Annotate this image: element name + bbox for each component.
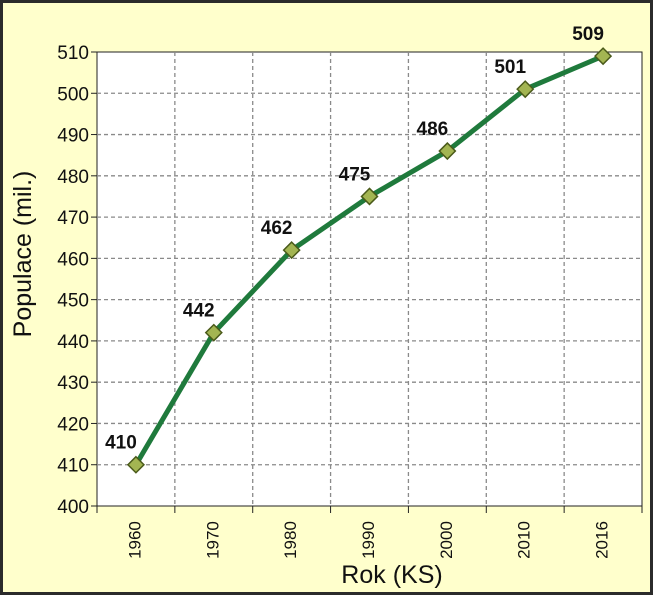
x-tick-label: 2000	[437, 521, 456, 559]
data-point-marker	[516, 80, 535, 99]
y-tick-label: 480	[57, 167, 89, 188]
data-label: 475	[339, 164, 371, 185]
data-label: 442	[183, 301, 215, 322]
y-tick-label: 500	[57, 84, 89, 105]
y-tick-label: 410	[57, 456, 89, 477]
x-tick-label: 1990	[359, 521, 378, 559]
x-tick-label: 2016	[593, 521, 612, 559]
x-tick-label: 1970	[203, 521, 222, 559]
plot-area	[96, 51, 643, 507]
data-label: 509	[572, 24, 604, 45]
data-point-marker	[438, 141, 457, 161]
y-axis-title: Populace (mil.)	[9, 171, 37, 338]
x-axis-title: Rok (KS)	[341, 561, 442, 589]
y-tick-label: 440	[57, 332, 89, 353]
data-label: 410	[105, 433, 137, 454]
data-label: 486	[417, 119, 449, 140]
y-tick-label: 510	[57, 43, 89, 64]
data-point-marker	[594, 47, 613, 66]
y-tick-label: 430	[57, 373, 89, 394]
y-tick-label: 460	[57, 249, 89, 270]
data-point-marker	[204, 323, 223, 342]
y-axis-ticks: 400 410 420 430 440 450 460 470 480 490 500 510	[57, 43, 97, 518]
y-tick-label: 490	[57, 126, 89, 147]
series-group	[126, 47, 613, 474]
grid	[97, 52, 642, 506]
data-label: 462	[261, 218, 293, 239]
y-tick-label: 420	[57, 414, 89, 435]
y-tick-label: 470	[57, 208, 89, 229]
x-tick-label: 1980	[281, 521, 300, 559]
x-axis-ticks: 1960 1970 1980 1990 2000 2010 2016	[96, 506, 643, 559]
x-tick-label: 2010	[515, 521, 534, 559]
x-tick-label: 1960	[125, 521, 144, 559]
y-tick-label: 450	[57, 291, 89, 312]
data-point-marker	[360, 187, 379, 206]
data-labels: 410 442 462 475 486 501 509	[105, 24, 604, 454]
data-point-marker	[126, 455, 145, 474]
data-point-marker	[282, 241, 301, 260]
data-label: 501	[494, 57, 526, 78]
y-tick-label: 400	[57, 497, 89, 518]
